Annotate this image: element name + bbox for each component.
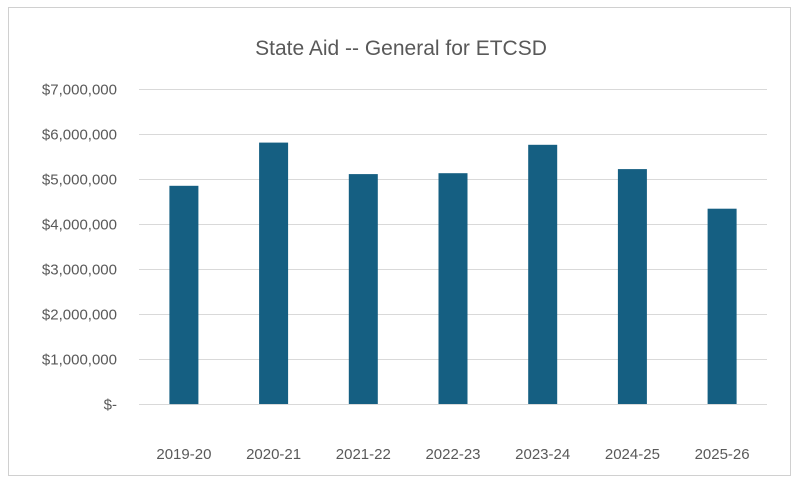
y-tick-label: $7,000,000 — [42, 82, 117, 99]
chart-title: State Aid -- General for ETCSD — [255, 37, 547, 60]
bar — [438, 173, 468, 404]
y-tick-label: $4,000,000 — [42, 217, 117, 234]
x-tick-label: 2021-22 — [336, 446, 391, 463]
bar — [169, 185, 199, 405]
x-tick-label: 2020-21 — [246, 446, 301, 463]
bar — [528, 144, 558, 405]
bar — [259, 142, 289, 404]
x-tick-label: 2022-23 — [425, 446, 480, 463]
x-axis-tick-labels: 2019-20 2020-21 2021-22 2022-23 2023-24 2024-… — [156, 446, 749, 463]
bars — [169, 142, 737, 405]
y-axis-tick-labels: $- $1,000,000 $2,000,000 $3,000,000 $4,000,0… — [42, 82, 117, 414]
bar — [348, 174, 378, 404]
bar — [617, 169, 647, 404]
y-tick-label: $2,000,000 — [42, 307, 117, 324]
x-tick-label: 2023-24 — [515, 446, 570, 463]
bar-chart: State Aid -- General for ETCSD $- $1,000,… — [42, 37, 767, 463]
x-tick-label: 2019-20 — [156, 446, 211, 463]
bar — [707, 208, 737, 404]
x-tick-label: 2024-25 — [605, 446, 660, 463]
y-tick-label: $1,000,000 — [42, 352, 117, 369]
y-tick-label: $- — [104, 397, 117, 414]
x-tick-label: 2025-26 — [695, 446, 750, 463]
y-tick-label: $6,000,000 — [42, 127, 117, 144]
y-tick-label: $5,000,000 — [42, 172, 117, 189]
chart-frame: State Aid -- General for ETCSD $- $1,000,… — [8, 7, 791, 476]
y-tick-label: $3,000,000 — [42, 262, 117, 279]
